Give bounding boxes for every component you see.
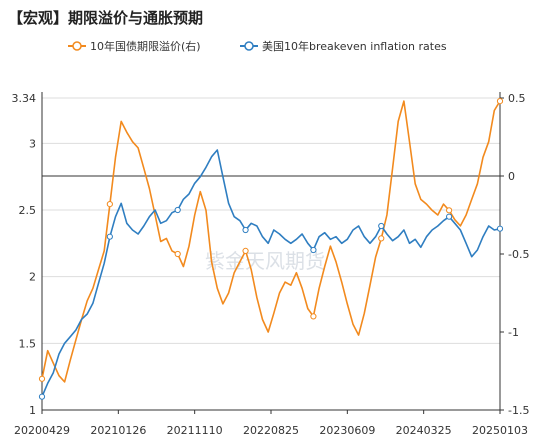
x-tick-label: 20200429 bbox=[14, 424, 70, 437]
legend-marker-term-premium bbox=[72, 41, 82, 51]
x-tick-label: 20220825 bbox=[243, 424, 299, 437]
series-point-1 bbox=[38, 393, 46, 400]
left-tick-label: 3 bbox=[29, 137, 36, 150]
series-point-1 bbox=[174, 206, 181, 214]
x-tick-label: 20211110 bbox=[167, 424, 223, 437]
series-point-1 bbox=[106, 233, 113, 240]
series-point-0 bbox=[378, 235, 385, 242]
series-point-0 bbox=[174, 250, 181, 258]
left-tick-label: 2.5 bbox=[19, 204, 37, 217]
left-tick-label: 1 bbox=[29, 404, 36, 417]
legend-label-term-premium: 10年国债期限溢价(右) bbox=[90, 39, 201, 53]
right-tick-label: 0.5 bbox=[508, 92, 526, 105]
series-point-1 bbox=[378, 222, 385, 230]
right-tick-label: -0.5 bbox=[508, 248, 529, 261]
legend: 10年国债期限溢价(右) 美国10年breakeven inflation ra… bbox=[68, 39, 447, 53]
right-tick-label: -1.5 bbox=[508, 404, 529, 417]
series-line-0 bbox=[41, 100, 501, 383]
left-tick-label: 1.5 bbox=[19, 337, 37, 350]
series-point-1 bbox=[310, 246, 317, 254]
x-tick-label: 20230609 bbox=[319, 424, 375, 437]
left-tick-label: 2 bbox=[29, 271, 36, 284]
left-tick-label: 3.34 bbox=[12, 92, 37, 105]
x-tick-label: 20240325 bbox=[396, 424, 452, 437]
legend-marker-breakeven bbox=[244, 41, 254, 51]
gridlines bbox=[42, 97, 500, 344]
legend-label-breakeven: 美国10年breakeven inflation rates bbox=[262, 39, 447, 53]
series-layer bbox=[38, 98, 504, 400]
left-axis-ticks: 3.34 3 2.5 2 1.5 1 bbox=[12, 92, 37, 417]
series-line-1 bbox=[41, 149, 501, 398]
series-point-1 bbox=[446, 213, 453, 220]
watermark-text: 紫金天风期货 bbox=[205, 249, 325, 273]
series-point-0 bbox=[446, 207, 453, 214]
right-tick-label: 0 bbox=[508, 170, 515, 183]
chart-title: 【宏观】期限溢价与通胀预期 bbox=[8, 9, 203, 27]
series-point-0 bbox=[242, 247, 249, 254]
x-tick-label: 20210126 bbox=[90, 424, 146, 437]
right-axis-ticks: 0.5 0 -0.5 -1 -1.5 bbox=[500, 92, 529, 417]
x-axis-ticks: 20200429 20210126 20211110 20220825 20230609… bbox=[14, 410, 528, 437]
series-point-0 bbox=[106, 200, 113, 208]
x-tick-label: 20250103 bbox=[472, 424, 528, 437]
series-point-1 bbox=[242, 226, 249, 234]
series-point-0 bbox=[496, 98, 504, 105]
series-point-0 bbox=[310, 313, 317, 320]
right-tick-label: -1 bbox=[508, 326, 519, 339]
series-point-1 bbox=[496, 225, 504, 232]
series-point-0 bbox=[38, 375, 46, 382]
